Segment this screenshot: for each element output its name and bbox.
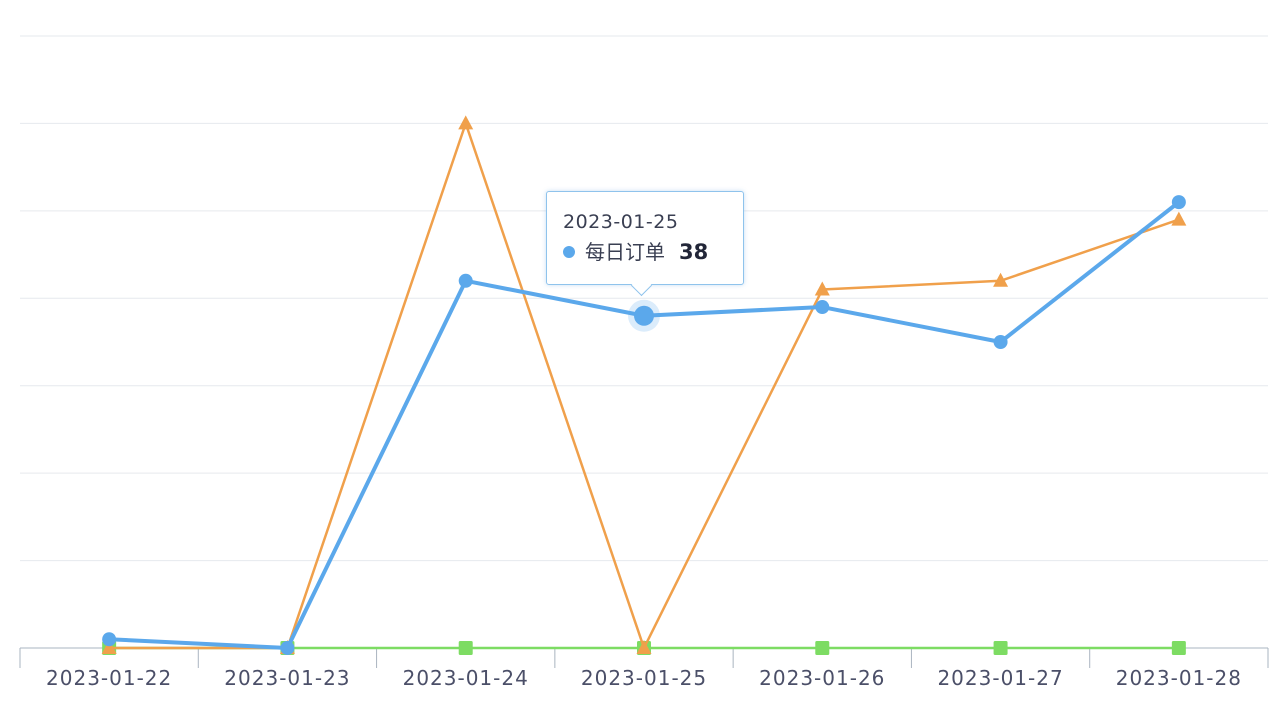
data-point[interactable] xyxy=(458,641,473,655)
data-point[interactable] xyxy=(993,335,1008,349)
data-point[interactable] xyxy=(458,115,474,130)
highlight-group xyxy=(628,299,660,332)
data-point[interactable] xyxy=(814,281,830,296)
x-tick-label: 2023-01-28 xyxy=(1116,666,1242,690)
highlight-point[interactable] xyxy=(634,305,654,326)
tooltip-series-name: 每日订单 xyxy=(585,240,665,264)
data-point[interactable] xyxy=(636,640,652,654)
data-point[interactable] xyxy=(815,641,830,655)
tooltip-value: 38 xyxy=(679,240,709,264)
x-tick-label: 2023-01-24 xyxy=(403,666,529,690)
data-point[interactable] xyxy=(993,641,1008,655)
x-tick-label: 2023-01-27 xyxy=(937,666,1063,690)
tooltip: 2023-01-25 每日订单 38 xyxy=(546,191,744,285)
tooltip-series-dot xyxy=(563,246,575,258)
x-tick-label: 2023-01-22 xyxy=(46,666,172,690)
tooltip-title: 2023-01-25 xyxy=(563,211,679,233)
x-axis: 2023-01-22 2023-01-23 2023-01-24 2023-01-25… xyxy=(19,647,1269,690)
data-point[interactable] xyxy=(102,632,117,647)
data-point[interactable] xyxy=(815,300,830,315)
data-point[interactable] xyxy=(101,640,117,654)
data-point[interactable] xyxy=(993,272,1009,287)
data-point[interactable] xyxy=(1171,211,1187,226)
data-point[interactable] xyxy=(1171,641,1186,655)
x-tick-label: 2023-01-25 xyxy=(581,666,707,690)
data-point[interactable] xyxy=(458,273,473,288)
tooltip-row: 每日订单 38 xyxy=(563,238,727,266)
data-point[interactable] xyxy=(1171,195,1186,210)
x-tick-label: 2023-01-26 xyxy=(759,666,885,690)
x-tick-label: 2023-01-23 xyxy=(224,666,350,690)
data-point[interactable] xyxy=(280,641,295,655)
grid-lines xyxy=(20,35,1268,562)
